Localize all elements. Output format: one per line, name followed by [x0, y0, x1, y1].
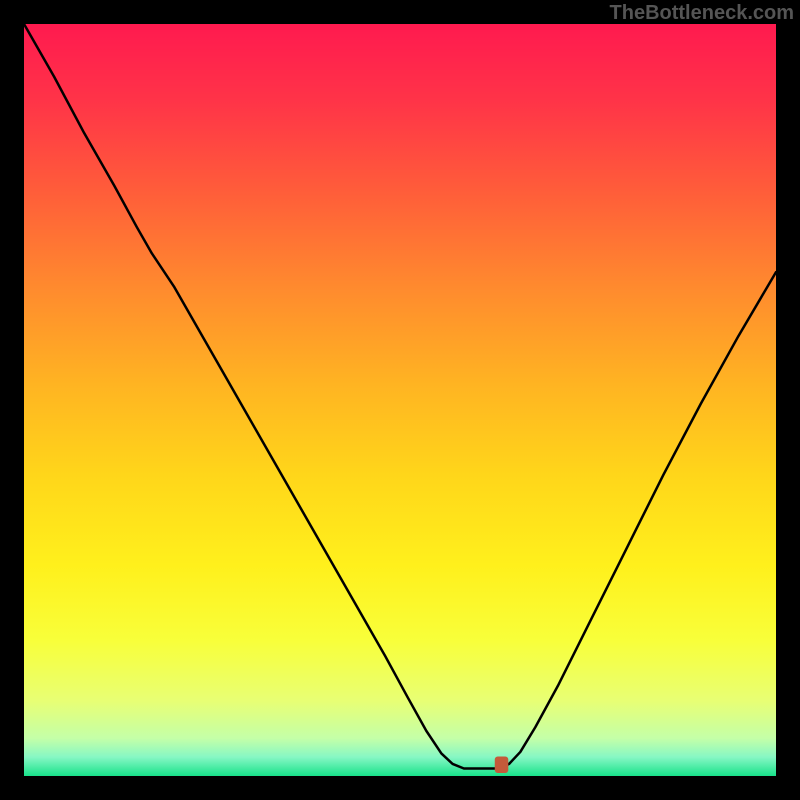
chart-container: TheBottleneck.com [0, 0, 800, 800]
background-gradient [24, 24, 776, 776]
chart-svg [0, 0, 800, 800]
watermark-label: TheBottleneck.com [610, 2, 794, 25]
min-marker [495, 756, 509, 773]
